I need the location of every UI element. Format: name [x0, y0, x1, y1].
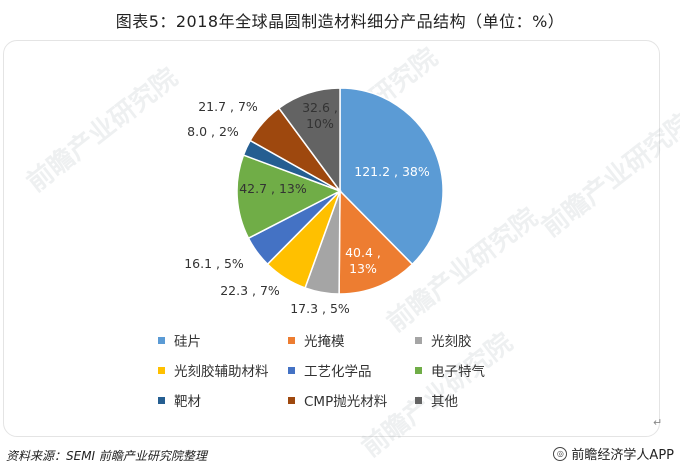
data-label-4: 22.3 , 7%: [220, 283, 280, 298]
pie-slice-9: [277, 87, 341, 194]
data-label-2: 40.4 , 13%: [345, 245, 381, 276]
pie-slice-6: [236, 154, 342, 240]
data-label-7: 8.0 , 2%: [187, 124, 239, 139]
legend-swatch: [158, 336, 165, 344]
data-label-6: 42.7 , 13%: [239, 181, 307, 196]
data-label-9: 32.6 , 10%: [302, 100, 338, 131]
legend-label: 光刻胶: [431, 334, 472, 350]
legend-item-7: 靶材: [158, 390, 201, 410]
legend-swatch: [158, 366, 165, 374]
data-label-3: 17.3 , 5%: [290, 301, 350, 316]
legend-swatch: [158, 396, 165, 404]
legend-swatch: [415, 336, 422, 344]
brand-logo-icon: ◎: [553, 446, 568, 461]
legend-item-6: 电子特气: [415, 360, 485, 380]
legend-item-3: 光刻胶: [415, 330, 472, 350]
source-note: 资料来源：SEMI 前瞻产业研究院整理: [6, 449, 207, 463]
data-label-8: 21.7 , 7%: [198, 99, 258, 114]
legend-label: 硅片: [174, 334, 201, 350]
legend-label: 工艺化学品: [304, 364, 372, 380]
brand-badge: ◎ 前瞻经济学人APP: [553, 444, 674, 463]
legend-item-1: 硅片: [158, 330, 201, 350]
pie-slice-2: [338, 189, 414, 295]
legend-item-5: 工艺化学品: [288, 360, 372, 380]
chart-title: 图表5：2018年全球晶圆制造材料细分产品结构（单位：%）: [115, 12, 565, 31]
data-label-1: 121.2 , 38%: [354, 164, 430, 179]
pie-slice-1: [339, 87, 444, 266]
legend-label: 其他: [431, 394, 458, 410]
legend-swatch: [415, 366, 422, 374]
brand-name: 前瞻经济学人APP: [571, 448, 674, 463]
data-label-5: 16.1 , 5%: [184, 256, 244, 271]
legend-item-9: 其他: [415, 390, 458, 410]
legend-swatch: [288, 336, 295, 344]
return-mark: ↵: [653, 416, 663, 429]
legend-item-8: CMP抛光材料: [288, 390, 387, 410]
legend-swatch: [288, 366, 295, 374]
legend-label: 光掩模: [304, 334, 345, 350]
legend-label: CMP抛光材料: [304, 394, 388, 410]
legend-swatch: [288, 396, 295, 404]
legend-label: 光刻胶辅助材料: [174, 364, 269, 380]
legend-swatch: [415, 396, 422, 404]
legend-item-4: 光刻胶辅助材料: [158, 360, 269, 380]
legend-item-2: 光掩模: [288, 330, 345, 350]
legend-label: 靶材: [174, 394, 201, 410]
legend-label: 电子特气: [431, 364, 485, 380]
